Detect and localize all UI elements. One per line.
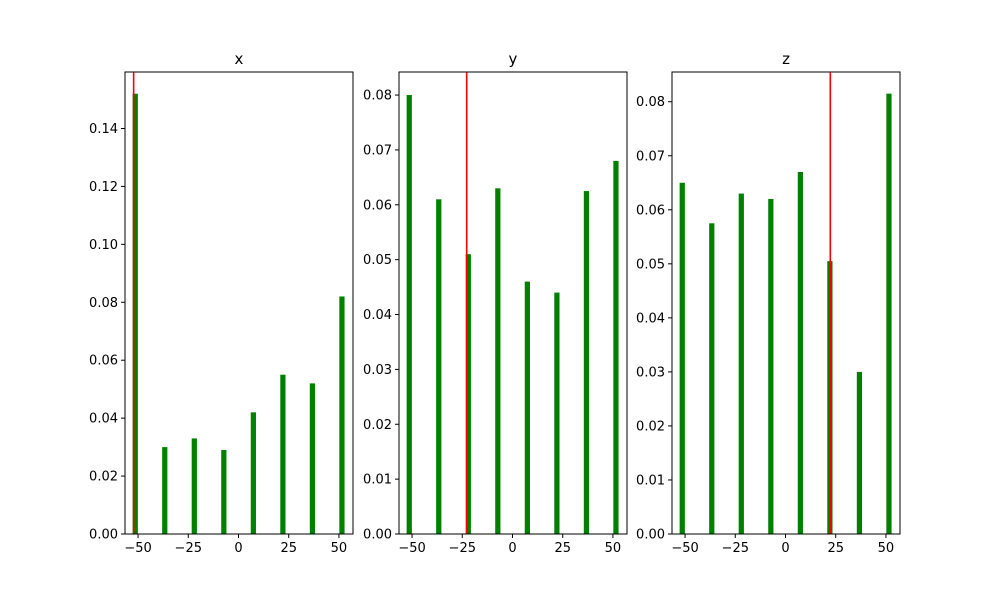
panel-y-bar-7: [613, 160, 619, 534]
panel-x-xtick-label-3: 25: [280, 541, 297, 556]
panel-z-bar-4: [797, 171, 803, 534]
panel-z-ytick-label-4: 0.04: [636, 311, 665, 326]
panel-y-ytick-label-8: 0.08: [363, 89, 392, 104]
panel-y-frame: [398, 71, 628, 535]
panel-y-ytick-label-0: 0.00: [363, 528, 392, 543]
panel-x-ytick-label-4: 0.08: [89, 296, 118, 311]
panel-x-xtick-label-0: −50: [124, 541, 151, 556]
panel-y-bar-6: [583, 191, 590, 534]
panel-y-bar-1: [436, 199, 442, 534]
panel-x-y-axis: 0.00 0.02 0.04 0.06 0.08 0.10 0.12 0.14: [89, 122, 125, 543]
panel-y-x-axis: −50 −25 0 25 50: [398, 534, 621, 556]
panel-x-xtick-label-2: 0: [234, 541, 242, 556]
panel-y-xtick-label-3: 25: [554, 541, 571, 556]
panel-y-ytick-label-6: 0.06: [363, 198, 392, 213]
panel-z-bar-6: [856, 371, 863, 534]
panel-z: −50 −25 0 25 50 0.00 0.01 0.02 0.03 0.04 0.05 0.06…: [636, 50, 901, 556]
panel-x-title: x: [235, 50, 244, 68]
panel-x-bar-5: [280, 374, 286, 534]
panel-z-ytick-label-6: 0.06: [636, 203, 665, 218]
panel-y-bar-3: [495, 188, 501, 534]
panel-y-xtick-label-4: 50: [605, 541, 622, 556]
panel-z-y-axis: 0.00 0.01 0.02 0.03 0.04 0.05 0.06 0.07 0.08: [636, 95, 672, 543]
panel-y-xtick-label-0: −50: [398, 541, 425, 556]
panel-x-ytick-label-3: 0.06: [89, 354, 118, 369]
panel-x-ytick-label-2: 0.04: [89, 412, 118, 427]
panel-y-plot-area: [406, 72, 619, 535]
panel-y-bar-5: [554, 292, 560, 534]
panel-y-ytick-label-5: 0.05: [363, 253, 392, 268]
panel-x-bar-0: [132, 93, 138, 535]
panel-z-x-axis: −50 −25 0 25 50: [671, 534, 894, 556]
panel-z-xtick-label-2: 0: [781, 541, 789, 556]
panel-x-ytick-label-0: 0.00: [89, 528, 118, 543]
panel-x-xtick-label-4: 50: [331, 541, 348, 556]
panel-z-plot-area: [679, 72, 892, 535]
panel-z-bar-0: [679, 182, 685, 535]
panel-z-xtick-label-1: −25: [722, 541, 749, 556]
panel-z-bar-7: [886, 93, 892, 534]
panel-x-bar-4: [250, 412, 256, 534]
panel-x-bar-7: [339, 296, 345, 534]
panel-y: −50 −25 0 25 50 0.00 0.01 0.02 0.03 0.04 0.05 0.06…: [363, 50, 628, 556]
panel-y-ytick-label-2: 0.02: [363, 418, 392, 433]
panel-x-bar-1: [162, 447, 168, 534]
panel-x-bar-2: [191, 438, 197, 534]
panel-y-bar-2: [465, 254, 471, 535]
panel-z-ytick-label-3: 0.03: [636, 365, 665, 380]
panel-z-title: z: [782, 50, 790, 68]
panel-z-ytick-label-1: 0.01: [636, 473, 665, 488]
panel-z-xtick-label-0: −50: [671, 541, 698, 556]
panel-y-y-axis: 0.00 0.01 0.02 0.03 0.04 0.05 0.06 0.07 0.08: [363, 89, 399, 543]
panel-y-title: y: [509, 50, 518, 68]
panel-y-xtick-label-1: −25: [449, 541, 476, 556]
panel-y-ytick-label-1: 0.01: [363, 473, 392, 488]
panel-z-ytick-label-0: 0.00: [636, 528, 665, 543]
panel-z-ytick-label-5: 0.05: [636, 257, 665, 272]
panel-z-bar-2: [738, 193, 744, 534]
panel-y-ytick-label-3: 0.03: [363, 363, 392, 378]
panel-z-xtick-label-4: 50: [878, 541, 895, 556]
panel-x-ytick-label-1: 0.02: [89, 470, 118, 485]
panel-x-ytick-label-5: 0.10: [89, 238, 118, 253]
panel-z-ytick-label-8: 0.08: [636, 95, 665, 110]
panel-y-bar-0: [406, 95, 412, 534]
panel-x-bar-6: [309, 383, 316, 534]
panel-x-ytick-label-7: 0.14: [89, 122, 118, 137]
panel-z-bar-1: [709, 223, 715, 534]
panel-x-xtick-label-1: −25: [175, 541, 202, 556]
panel-y-xtick-label-2: 0: [508, 541, 516, 556]
panel-z-ytick-label-2: 0.02: [636, 419, 665, 434]
panel-x-x-axis: −50 −25 0 25 50: [124, 534, 347, 556]
panel-z-ytick-label-7: 0.07: [636, 149, 665, 164]
panel-y-ytick-label-7: 0.07: [363, 143, 392, 158]
panel-z-xtick-label-3: 25: [827, 541, 844, 556]
panel-x-plot-area: [132, 72, 345, 535]
panel-y-bar-4: [524, 281, 530, 534]
panel-z-bar-3: [768, 198, 774, 534]
panel-x-frame: [124, 71, 354, 535]
panel-x: −50 −25 0 25 50 0.00 0.02 0.04 0.06 0.08 0.10 0.12…: [89, 50, 354, 556]
panel-z-frame: [671, 71, 901, 535]
panel-x-bar-3: [221, 450, 227, 534]
panel-x-ytick-label-6: 0.12: [89, 180, 118, 195]
panel-y-ytick-label-4: 0.04: [363, 308, 392, 323]
